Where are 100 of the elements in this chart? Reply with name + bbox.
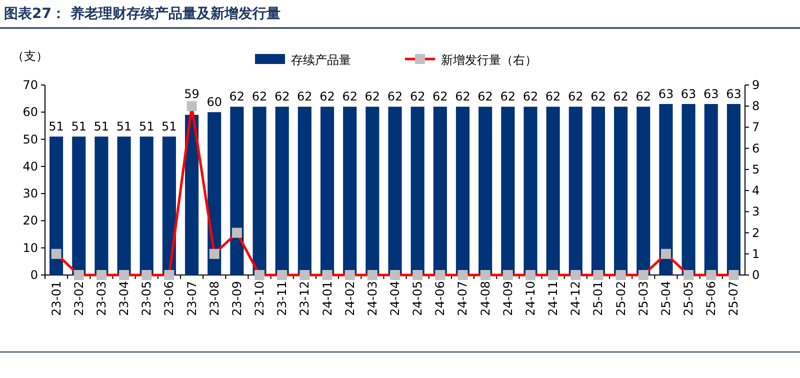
x-tick-label: 23-11 [275, 281, 290, 316]
data-label: 62 [320, 90, 335, 104]
bar [230, 106, 244, 275]
x-tick-label: 23-07 [184, 281, 199, 316]
data-label: 62 [252, 90, 268, 104]
x-tick-label: 25-06 [704, 281, 718, 316]
data-label: 62 [364, 90, 380, 104]
bar [410, 106, 424, 275]
x-tick-label: 24-03 [365, 281, 380, 316]
bar [614, 106, 628, 275]
data-label: 62 [455, 90, 470, 104]
bar [343, 106, 357, 275]
data-label: 51 [48, 120, 64, 134]
bar [72, 136, 86, 275]
data-label: 62 [613, 90, 628, 104]
data-label: 62 [432, 90, 448, 104]
bar [433, 106, 447, 275]
bar [388, 106, 402, 275]
y2-tick-label: 3 [752, 204, 760, 219]
x-tick-label: 25-01 [591, 281, 606, 316]
y2-tick-label: 8 [752, 99, 760, 114]
data-label: 62 [478, 90, 493, 104]
bar [185, 114, 199, 275]
x-tick-label: 24-09 [500, 281, 515, 316]
y-tick-label: 60 [22, 105, 38, 120]
x-tick-label: 23-09 [230, 281, 244, 316]
data-label: 51 [71, 120, 87, 134]
x-tick-label: 23-04 [117, 281, 132, 316]
bar [456, 106, 470, 275]
bar [94, 136, 108, 275]
x-tick-label: 25-02 [614, 281, 628, 316]
bar [320, 106, 334, 275]
bar [659, 104, 673, 275]
bar [117, 136, 131, 275]
data-label: 62 [274, 90, 290, 104]
bar [501, 106, 515, 275]
bar [140, 136, 154, 275]
y2-tick-label: 9 [752, 78, 760, 92]
data-label: 63 [680, 87, 696, 101]
bar [478, 106, 492, 275]
x-tick-label: 25-03 [636, 281, 650, 316]
y-tick-label: 10 [22, 240, 38, 255]
y-tick-label: 30 [22, 186, 38, 201]
x-tick-label: 23-03 [94, 281, 108, 316]
x-tick-label: 23-02 [72, 281, 86, 316]
bar [208, 112, 222, 275]
data-label: 62 [568, 90, 584, 104]
data-label: 62 [229, 90, 245, 104]
bar [726, 104, 740, 275]
data-label: 60 [206, 95, 222, 110]
x-tick-label: 24-11 [546, 281, 560, 316]
x-tick-label: 24-07 [456, 281, 470, 316]
x-tick-label: 24-10 [523, 281, 538, 316]
data-label: 62 [342, 90, 358, 104]
bar [252, 106, 266, 275]
x-tick-label: 24-02 [342, 281, 357, 316]
y-axis-title: （支） [12, 49, 48, 63]
data-label: 62 [410, 90, 426, 104]
data-label: 51 [116, 120, 132, 134]
data-label: 62 [297, 90, 312, 104]
y-tick-label: 50 [22, 132, 38, 146]
data-label: 63 [726, 87, 742, 101]
data-label: 51 [162, 120, 177, 134]
data-label: 62 [636, 90, 652, 104]
bar [366, 106, 380, 275]
y2-tick-label: 2 [752, 226, 760, 240]
y2-tick-label: 6 [752, 141, 760, 156]
x-tick-label: 25-05 [682, 281, 696, 316]
x-tick-label: 24-01 [320, 281, 334, 316]
y-tick-label: 40 [22, 159, 38, 174]
y-tick-label: 70 [22, 78, 38, 92]
bar [524, 106, 538, 275]
data-label: 63 [703, 87, 719, 101]
y-tick-label: 0 [30, 268, 38, 282]
bar [636, 106, 650, 275]
y-tick-label: 20 [22, 214, 38, 228]
data-label: 63 [658, 87, 674, 101]
bar [568, 106, 582, 275]
bar [591, 106, 605, 275]
y2-tick-label: 4 [752, 184, 760, 198]
x-tick-label: 24-04 [388, 281, 402, 316]
y2-tick-label: 1 [752, 246, 760, 261]
x-tick-label: 23-06 [162, 281, 176, 316]
x-tick-label: 23-01 [49, 281, 64, 316]
bar [704, 104, 718, 275]
data-label: 62 [387, 90, 403, 104]
data-label: 62 [500, 90, 516, 104]
x-tick-label: 24-08 [478, 281, 492, 316]
bar [50, 136, 64, 275]
x-tick-label: 23-12 [298, 281, 312, 316]
y2-tick-label: 5 [752, 162, 760, 176]
y2-tick-label: 0 [752, 268, 760, 282]
bar [546, 106, 560, 275]
x-tick-label: 24-12 [568, 281, 583, 316]
x-tick-label: 24-06 [433, 281, 448, 316]
x-tick-label: 25-07 [726, 281, 741, 316]
data-label: 51 [94, 120, 110, 134]
x-tick-label: 23-05 [140, 281, 154, 316]
x-tick-label: 24-05 [410, 281, 425, 316]
data-label: 62 [522, 90, 538, 104]
